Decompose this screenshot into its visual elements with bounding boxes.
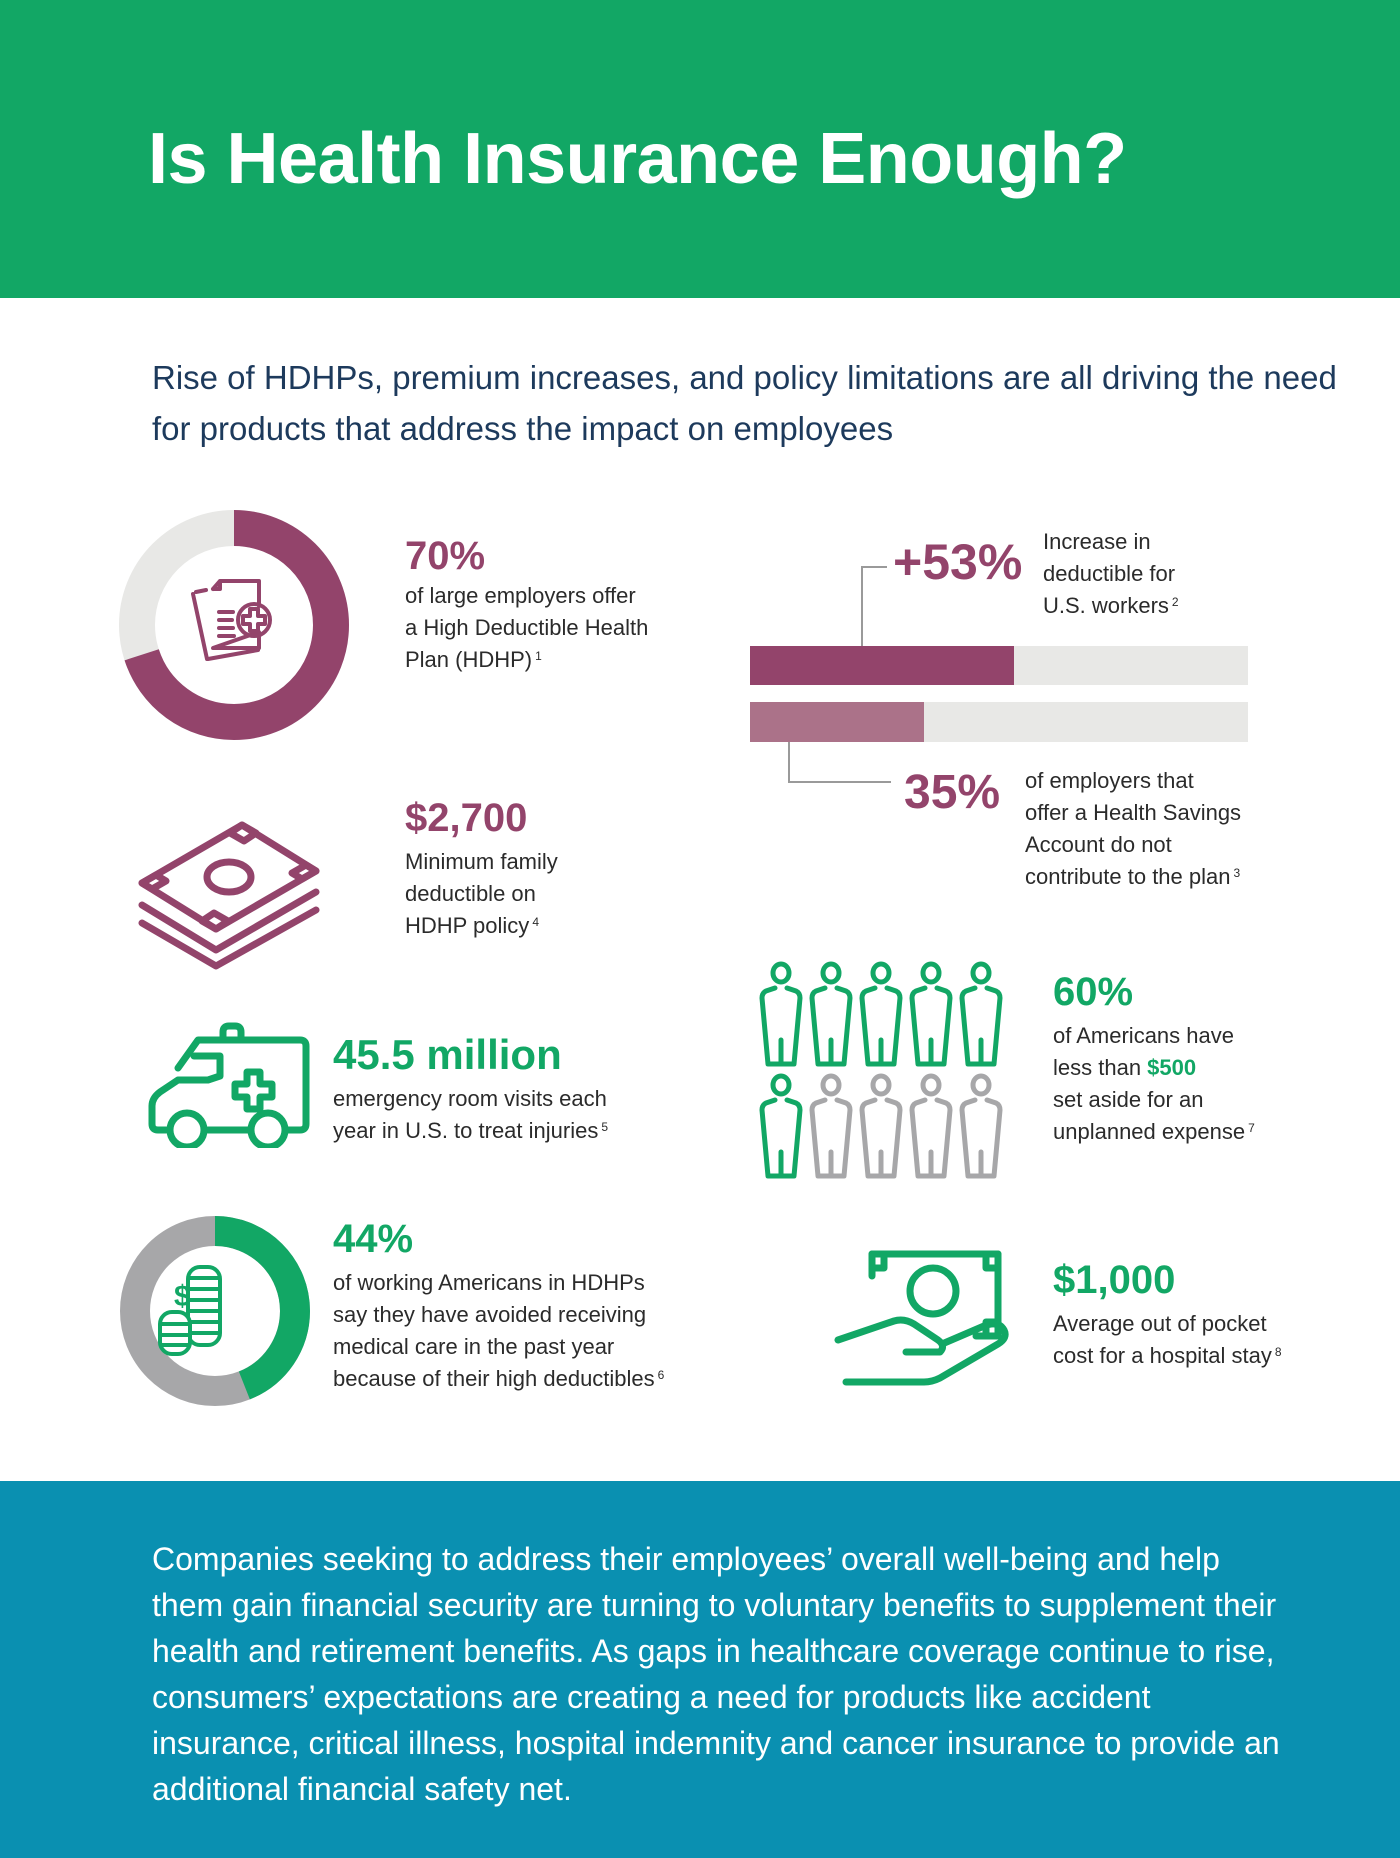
desc-line: emergency room visits each [333,1086,607,1111]
footnote-marker: 7 [1248,1121,1255,1135]
coins-dollar-icon: $ [158,1265,222,1356]
stat-45-million-description: emergency room visits each year in U.S. … [333,1083,608,1147]
stat-1000: $1,000 [1053,1258,1176,1302]
footnote-marker: 1 [535,649,542,663]
desc-line: of Americans have [1053,1023,1234,1048]
stat-1000-description: Average out of pocket cost for a hospita… [1053,1308,1282,1372]
highlight-500: $500 [1147,1055,1197,1080]
stat-70-description: of large employers offer a High Deductib… [405,580,648,676]
desc-line: of employers that [1025,768,1194,793]
stat-60-percent: 60% [1053,970,1134,1014]
page-subtitle: Rise of HDHPs, premium increases, and po… [152,359,1337,447]
ambulance-icon [148,1022,310,1148]
person-icon-highlighted [959,961,1003,1067]
desc-line: Increase in [1043,529,1151,554]
desc-line: year in U.S. to treat injuries [333,1118,599,1143]
person-icon-highlighted [909,961,953,1067]
medical-document-icon [191,579,272,661]
stat-44-description: of working Americans in HDHPs say they h… [333,1267,664,1395]
desc-line: deductible on [405,881,536,906]
stat-44-percent: 44% [333,1217,414,1261]
desc-line: U.S. workers [1043,593,1169,618]
desc-line: unplanned expense [1053,1119,1246,1144]
desc-line: medical care in the past year [333,1334,615,1359]
footer-text: Companies seeking to address their emplo… [152,1541,1280,1807]
person-icon [859,1073,903,1179]
person-icon-highlighted [859,961,903,1067]
bar-fill-35 [750,702,925,742]
desc-line: cost for a hospital stay [1053,1343,1272,1368]
stat-53-percent: +53% [893,534,1023,590]
footnote-marker: 8 [1274,1345,1282,1359]
donut-arc-70 [119,510,349,740]
person-icon [909,1073,953,1179]
footnote-marker: 6 [657,1368,665,1382]
person-icon [959,1073,1003,1179]
desc-line: a High Deductible Health [405,615,649,640]
desc-line: of working Americans in HDHPs [333,1270,645,1295]
desc-line: contribute to the plan [1025,864,1231,889]
connector-line-bottom [788,742,891,783]
desc-line: Account do not [1025,832,1172,857]
stat-45-million: 45.5 million [333,1031,562,1078]
bar-track-deductible [750,646,1248,685]
people-grid-chart [759,961,1003,1179]
desc-line: say they have avoided receiving [333,1302,647,1327]
stat-35-description: of employers that offer a Health Savings… [1025,765,1241,893]
desc-line: offer a Health Savings [1025,800,1242,825]
person-icon-highlighted [759,961,803,1067]
footnote-marker: 4 [532,915,539,929]
desc-line: less than [1053,1055,1148,1080]
footer-banner [0,1481,1400,1858]
desc-line: of large employers offer [405,583,636,608]
desc-line: Plan (HDHP) [405,647,533,672]
desc-line: deductible for [1043,561,1176,586]
stat-60-description: of Americans have less than $500 set asi… [1053,1020,1255,1148]
person-icon-highlighted [759,1073,803,1179]
desc-line: Minimum family [405,849,558,874]
stat-53-description: Increase in deductible for U.S. workers 2 [1043,526,1179,622]
page-title: Is Health Insurance Enough? [148,119,1127,199]
avoided-care-donut-chart: $ [120,1216,310,1406]
bar-fill-53 [750,646,1014,685]
person-icon-highlighted [809,961,853,1067]
hdhp-donut-chart [119,510,349,740]
desc-line: Average out of pocket [1053,1311,1267,1336]
connector-line-top [861,566,887,646]
desc-line: set aside for an [1053,1087,1204,1112]
desc-line: because of their high deductibles [333,1366,655,1391]
stat-35-percent: 35% [904,766,1001,819]
stat-2700: $2,700 [405,796,528,840]
money-stack-icon [138,821,320,970]
footnote-marker: 5 [601,1120,609,1134]
hand-holding-money-icon [834,1250,1009,1386]
footnote-marker: 2 [1171,595,1179,609]
person-icon [809,1073,853,1179]
stat-2700-description: Minimum family deductible on HDHP policy… [405,846,558,942]
bar-track-hsa [750,702,1248,742]
stat-70-percent: 70% [405,534,486,578]
desc-line: HDHP policy [405,913,530,938]
footnote-marker: 3 [1233,866,1241,880]
header-banner: Is Health Insurance Enough? [0,0,1400,298]
donut-arc-44 [120,1216,310,1406]
